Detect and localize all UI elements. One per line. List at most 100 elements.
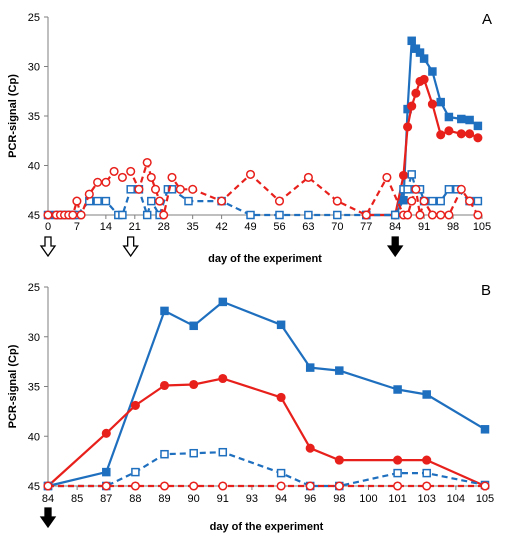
data-point — [436, 97, 445, 107]
data-point — [393, 385, 402, 394]
data-point — [436, 130, 446, 140]
y-tick-label: 45 — [28, 210, 40, 222]
data-point — [146, 172, 156, 182]
data-point — [390, 210, 400, 220]
data-point — [480, 425, 490, 434]
data-point — [276, 481, 286, 491]
x-axis-label: day of the experiment — [210, 521, 324, 533]
data-point — [304, 210, 313, 220]
x-tick-label: 98 — [447, 221, 459, 233]
x-tick-label: 63 — [302, 221, 314, 233]
x-tick-label: 42 — [215, 221, 227, 233]
filled-arrow-icon — [39, 507, 57, 529]
open-arrow-icon — [122, 236, 139, 258]
data-point — [473, 210, 483, 220]
data-point — [147, 196, 156, 206]
data-point — [189, 448, 198, 458]
x-tick-label: 70 — [331, 221, 343, 233]
data-point — [93, 177, 103, 187]
data-point — [275, 210, 284, 220]
chart-panel-a: 25 30 35 40 45 0 7 14 21 28 35 42 49 56 63 70 77 84 91 98 10… — [7, 11, 492, 265]
data-point — [276, 320, 286, 330]
data-point — [419, 54, 429, 63]
y-tick-label: 35 — [28, 382, 40, 394]
data-point — [101, 196, 111, 206]
data-point — [407, 36, 416, 46]
data-point — [332, 196, 342, 206]
data-point — [465, 129, 475, 139]
data-point — [189, 321, 198, 331]
x-tick-label: 98 — [333, 493, 345, 505]
data-point — [473, 133, 483, 143]
data-point — [68, 210, 78, 220]
data-point — [407, 101, 417, 111]
y-axis-label: PCR-signal (Cp) — [7, 74, 19, 158]
data-point — [218, 481, 228, 491]
data-point — [217, 196, 227, 206]
data-point — [159, 481, 170, 491]
data-point — [126, 166, 136, 176]
data-point — [142, 157, 152, 168]
x-tick-label: 89 — [158, 493, 170, 505]
data-point — [276, 468, 286, 478]
data-point — [305, 443, 315, 453]
x-tick-label: 101 — [388, 493, 406, 505]
data-point — [142, 210, 152, 220]
data-point — [480, 481, 490, 491]
data-point — [403, 210, 413, 220]
data-point — [305, 363, 315, 372]
x-tick-label: 84 — [389, 221, 401, 233]
x-axis-label: day of the experiment — [208, 253, 322, 265]
data-point — [109, 166, 119, 176]
data-point — [274, 196, 285, 206]
data-point — [72, 196, 82, 206]
data-point — [117, 172, 127, 182]
data-point — [188, 184, 198, 194]
data-point — [444, 126, 454, 136]
data-point — [126, 185, 135, 194]
data-point — [427, 99, 437, 109]
data-point — [411, 184, 421, 194]
y-tick-label: 30 — [28, 62, 40, 74]
data-point — [415, 210, 425, 220]
data-point — [155, 196, 165, 206]
data-point — [399, 195, 408, 205]
x-tick-label: 104 — [447, 493, 465, 505]
data-point — [43, 481, 53, 491]
data-point — [184, 196, 193, 206]
data-point — [101, 177, 111, 187]
data-point — [101, 428, 111, 438]
x-tick-label: 35 — [187, 221, 199, 233]
data-point — [473, 196, 483, 206]
data-point — [218, 373, 228, 384]
data-point — [159, 210, 169, 220]
y-axis-label: PCR-signal (Cp) — [7, 344, 19, 428]
data-point — [419, 74, 429, 84]
y-tick-label: 30 — [28, 332, 40, 344]
x-tick-label: 93 — [246, 493, 258, 505]
x-tick-label: 28 — [158, 221, 170, 233]
x-tick-label: 21 — [129, 221, 141, 233]
y-tick-label: 40 — [28, 431, 40, 443]
data-point — [189, 481, 199, 491]
data-point — [403, 122, 413, 132]
x-tick-label: 56 — [273, 221, 285, 233]
data-point — [160, 449, 169, 459]
x-tick-label: 105 — [473, 221, 491, 233]
data-point — [427, 210, 437, 220]
data-point — [428, 196, 437, 206]
series-line — [48, 173, 478, 217]
x-tick-label: 77 — [360, 221, 372, 233]
data-point — [444, 210, 454, 220]
data-point — [465, 196, 475, 206]
data-point — [303, 172, 313, 182]
data-point — [422, 481, 432, 491]
data-point — [407, 196, 417, 206]
data-point — [398, 170, 409, 180]
panel-label: A — [482, 11, 492, 28]
data-point — [246, 210, 255, 220]
data-point — [134, 184, 144, 194]
y-tick-label: 25 — [28, 12, 40, 24]
panel-label: B — [481, 282, 491, 299]
